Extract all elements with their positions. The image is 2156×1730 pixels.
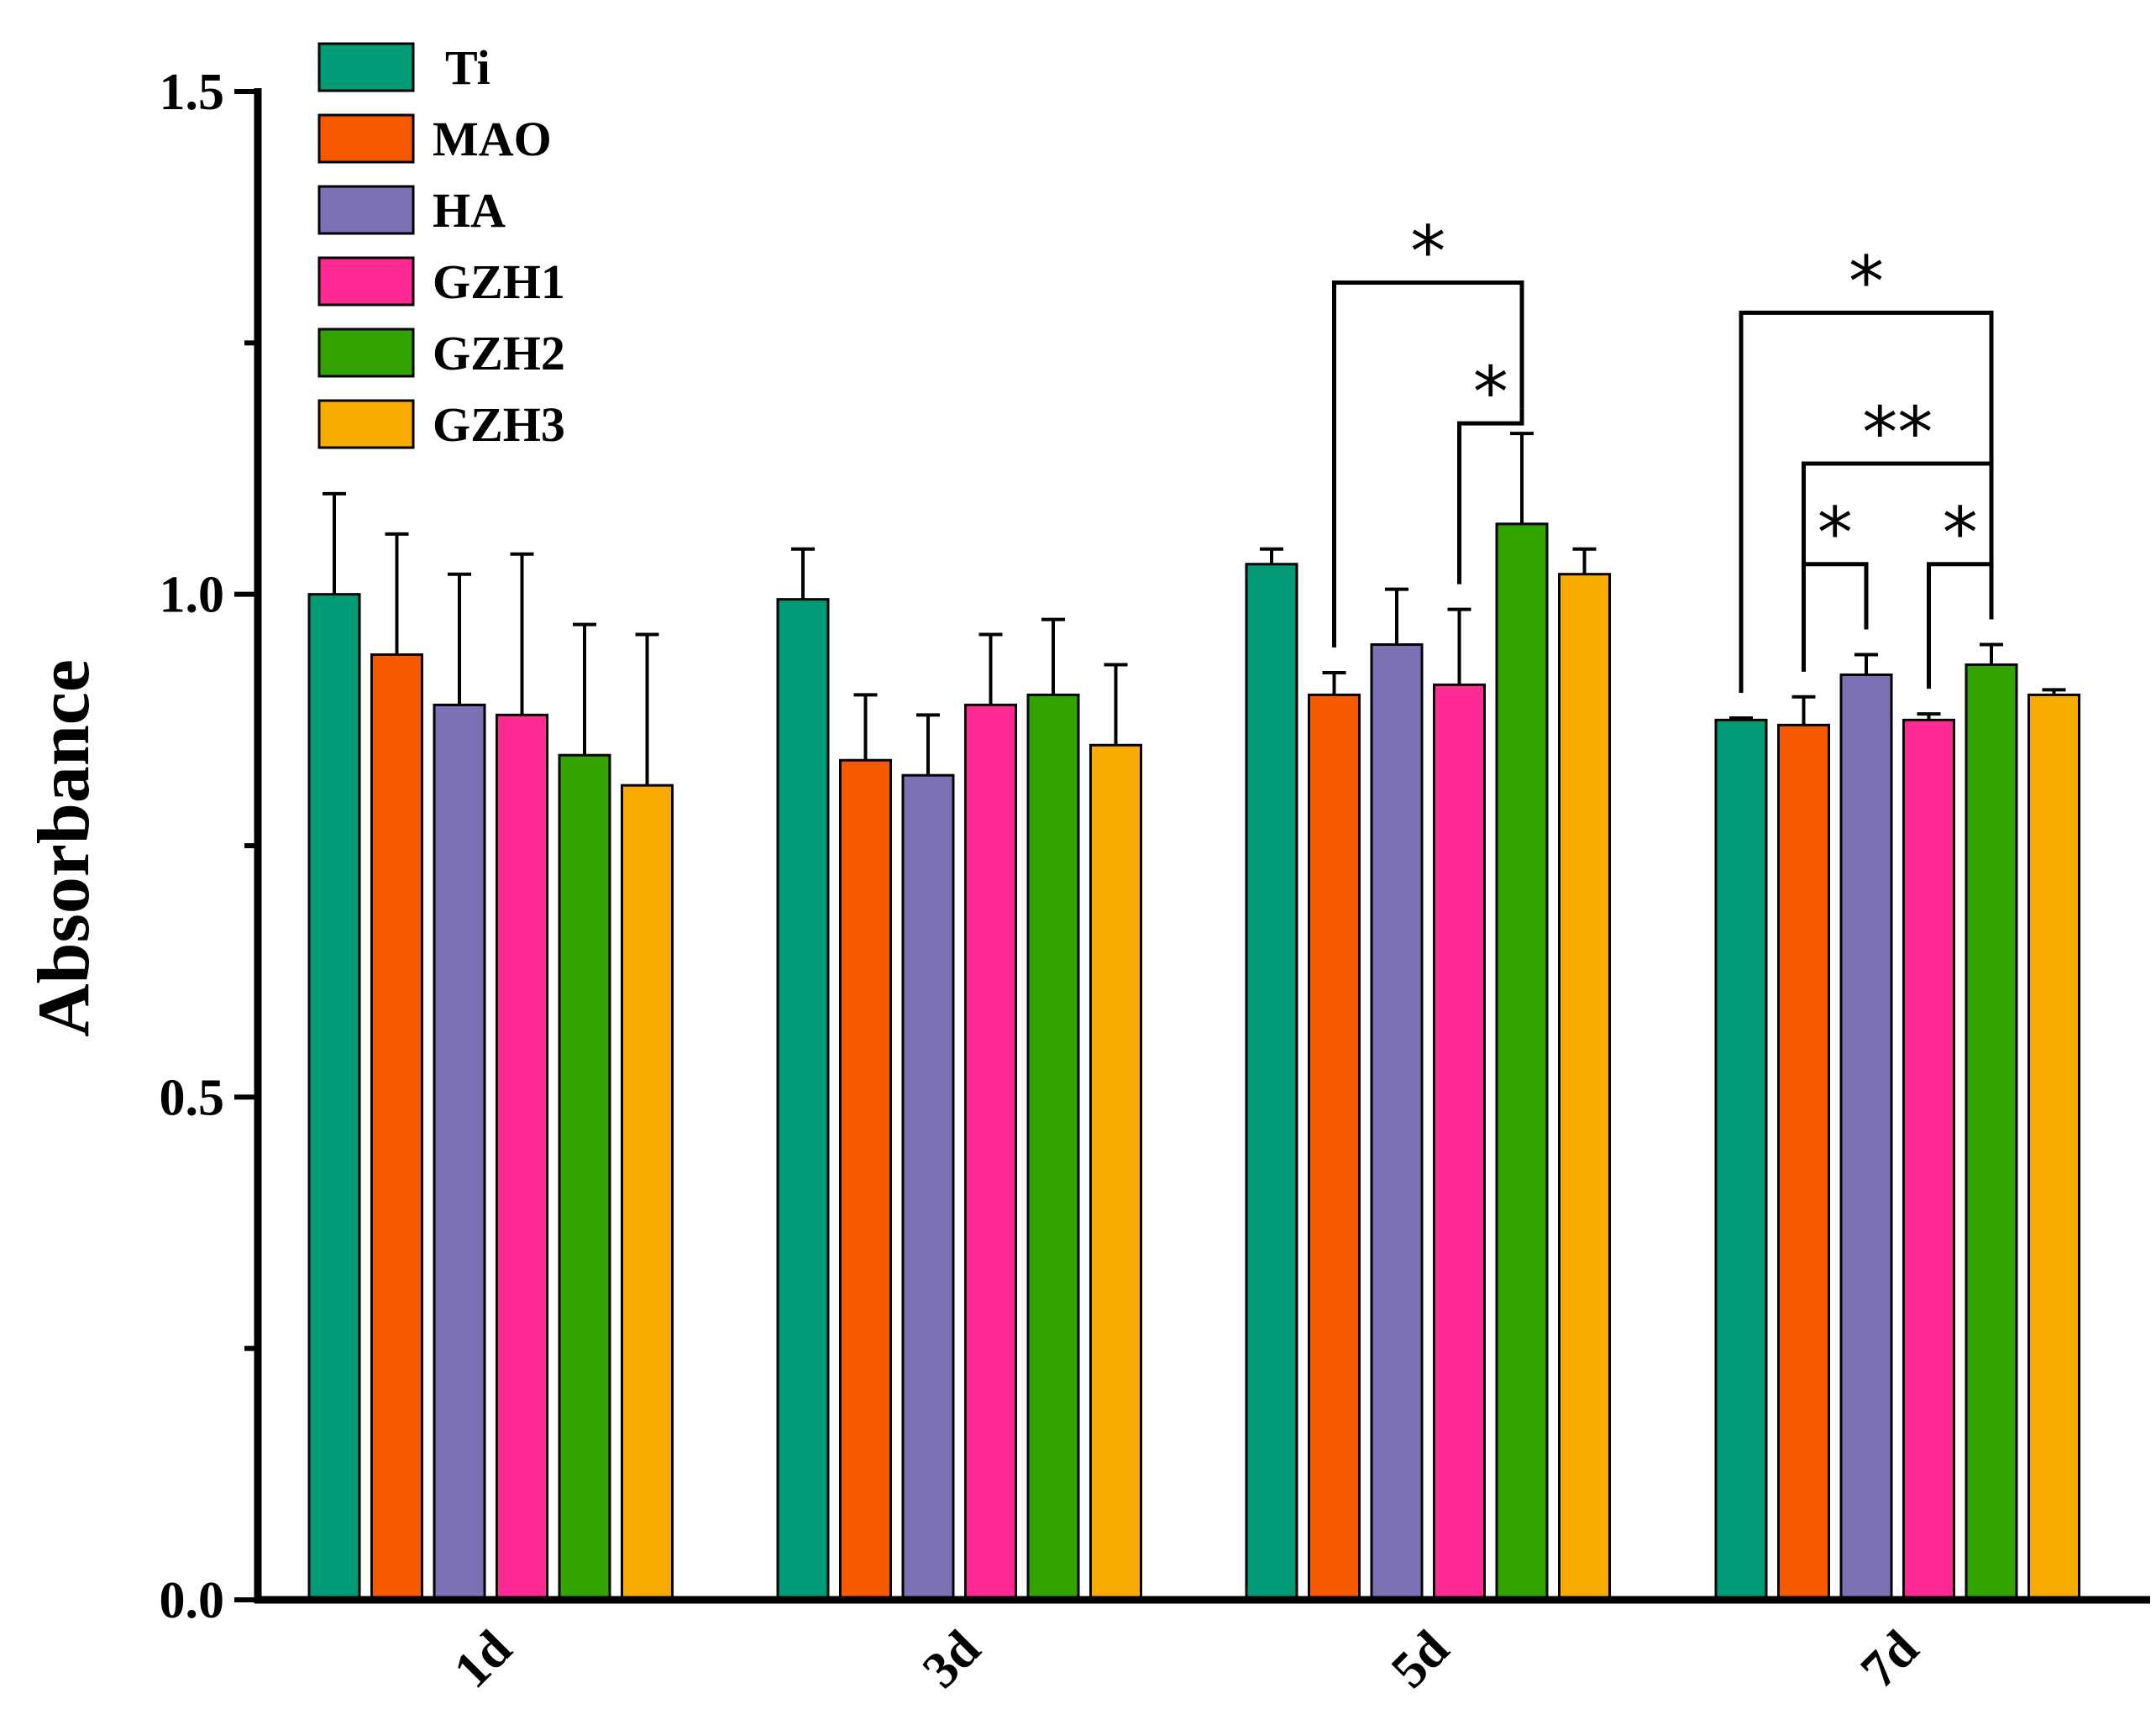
bar-gzh3-7d xyxy=(2027,693,2080,1602)
bar-ti-5d xyxy=(1245,563,1298,1602)
bar-gzh1-1d xyxy=(496,713,548,1602)
legend-swatch-ha xyxy=(317,185,415,235)
y-tick-label: 0.0 xyxy=(160,1572,225,1629)
legend-swatch-gzh3 xyxy=(317,399,415,449)
bar-gzh2-5d xyxy=(1495,522,1549,1602)
bar-mao-1d xyxy=(370,653,423,1602)
bar-ti-7d xyxy=(1714,718,1768,1602)
x-category-label: 3d xyxy=(912,1620,991,1699)
legend-label-gzh3: GZH3 xyxy=(433,397,565,452)
bar-ha-3d xyxy=(901,773,955,1602)
significance-label: * xyxy=(1818,492,1853,574)
y-ticks-layer: 0.0 0.5 1.0 1.5 xyxy=(160,64,258,1629)
bar-gzh1-3d xyxy=(964,703,1017,1602)
legend-label-ti: Ti xyxy=(445,40,490,95)
significance-bracket xyxy=(1802,562,1869,672)
legend-label-mao: MAO xyxy=(433,112,552,166)
bars-layer xyxy=(307,522,2080,1602)
significance-label: * xyxy=(1410,210,1445,292)
legend-swatch-gzh1 xyxy=(317,256,415,307)
bar-gzh1-5d xyxy=(1433,683,1486,1602)
bar-ti-1d xyxy=(307,593,361,1602)
bar-ti-3d xyxy=(776,598,830,1602)
significance-label: * xyxy=(1473,351,1508,433)
bar-gzh2-3d xyxy=(1026,693,1080,1602)
bar-ha-7d xyxy=(1839,673,1893,1602)
bar-ha-5d xyxy=(1370,643,1424,1602)
significance-bracket xyxy=(1332,280,1524,648)
x-category-label: 5d xyxy=(1381,1620,1460,1699)
bar-mao-3d xyxy=(839,758,892,1602)
bar-gzh3-3d xyxy=(1089,743,1142,1602)
bar-gzh3-5d xyxy=(1558,573,1611,1602)
significance-label: * xyxy=(1943,492,1978,574)
y-tick-label: 1.5 xyxy=(160,64,225,121)
x-category-label: 1d xyxy=(443,1620,522,1699)
bar-gzh2-1d xyxy=(558,753,611,1602)
legend: Ti MAO HA GZH1 GZH2 GZH3 xyxy=(317,40,565,452)
bar-gzh2-7d xyxy=(1965,663,2018,1602)
bar-mao-5d xyxy=(1308,693,1361,1602)
significance-bracket xyxy=(1457,408,1524,585)
significance-label: * xyxy=(1849,240,1884,322)
legend-label-ha: HA xyxy=(433,183,506,238)
y-tick-label: 1.0 xyxy=(160,567,225,624)
legend-swatch-gzh2 xyxy=(317,328,415,378)
bar-gzh1-7d xyxy=(1902,718,1955,1602)
significance-label: ** xyxy=(1862,391,1933,474)
bar-ha-1d xyxy=(433,703,486,1602)
y-tick-label: 0.5 xyxy=(160,1069,225,1126)
legend-label-gzh1: GZH1 xyxy=(433,254,565,309)
bar-gzh3-1d xyxy=(621,784,674,1602)
x-category-labels-layer: 1d 3d 5d 7d xyxy=(443,1620,1929,1699)
bar-mao-7d xyxy=(1777,723,1830,1602)
x-category-label: 7d xyxy=(1850,1620,1929,1699)
significance-bracket xyxy=(1927,562,1994,689)
legend-label-gzh2: GZH2 xyxy=(433,326,565,380)
legend-swatch-mao xyxy=(317,113,415,164)
legend-swatch-ti xyxy=(317,42,415,92)
significance-layer: ****** * xyxy=(1332,210,1994,693)
y-axis-title: Absorbance xyxy=(24,659,105,1037)
error-bars-layer xyxy=(323,432,2066,786)
